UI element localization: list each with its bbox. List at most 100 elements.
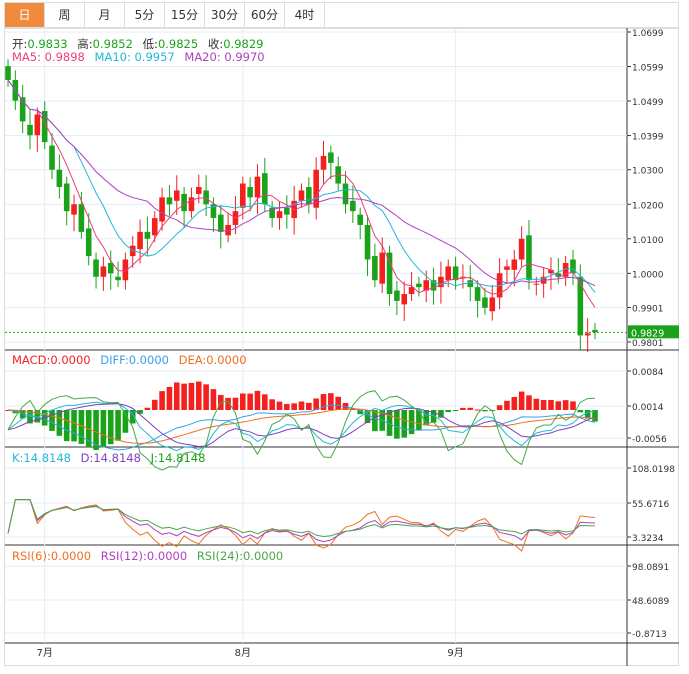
- candle-body: [71, 204, 77, 215]
- tab-4时[interactable]: 4时: [285, 3, 325, 27]
- macd-bar: [63, 410, 70, 442]
- candle-body: [533, 283, 540, 285]
- macd-bar: [430, 410, 437, 423]
- candle-body: [518, 238, 525, 260]
- price-tick-label: 1.0300: [632, 167, 664, 177]
- macd-bar: [577, 410, 584, 413]
- macd-bar: [195, 381, 202, 410]
- candle-body: [49, 145, 55, 170]
- macd-bar: [137, 410, 143, 414]
- macd-bar: [34, 410, 41, 423]
- diff-value: DIFF:0.0000: [100, 353, 169, 367]
- macd-bar: [504, 400, 510, 410]
- macd-bar: [19, 410, 26, 419]
- macd-bar: [93, 410, 99, 450]
- high-label: 高:: [77, 37, 93, 51]
- macd-bar: [562, 400, 569, 410]
- candle-body: [357, 214, 363, 225]
- open-label: 开:: [12, 37, 28, 51]
- candle-body: [166, 197, 173, 205]
- candle-body: [460, 276, 466, 278]
- macd-bar: [570, 401, 576, 410]
- price-tick-label: 0.9901: [632, 304, 664, 314]
- low-label: 低:: [142, 37, 158, 51]
- candle-body: [350, 200, 356, 212]
- tab-60分[interactable]: 60分: [245, 3, 285, 27]
- macd-bar: [144, 407, 151, 410]
- candle-body: [262, 173, 268, 205]
- tab-月[interactable]: 月: [85, 3, 125, 27]
- macd-bar: [100, 410, 107, 448]
- candle-body: [423, 280, 430, 291]
- candle-body: [328, 152, 334, 163]
- macd-bar: [364, 410, 371, 424]
- macd-bar: [533, 398, 540, 410]
- tab-周[interactable]: 周: [45, 3, 85, 27]
- candle-body: [584, 333, 591, 336]
- candle-body: [269, 207, 275, 219]
- k-line: [7, 401, 596, 452]
- candle-body: [592, 329, 598, 333]
- candle-body: [19, 97, 26, 122]
- rsi6-value: RSI(6):0.0000: [12, 549, 92, 563]
- macd-bar: [445, 410, 452, 413]
- kdj-tick-label: 55.6716: [632, 500, 669, 510]
- candle-body: [467, 280, 474, 288]
- macd-bar: [386, 410, 393, 436]
- macd-bar: [452, 410, 459, 411]
- macd-bar: [173, 382, 180, 410]
- chart-frame: [4, 28, 679, 666]
- macd-tick-label: 0.0014: [632, 403, 664, 413]
- macd-bar: [467, 407, 474, 410]
- candle-body: [452, 266, 459, 281]
- macd-bar: [298, 401, 305, 410]
- candle-body: [56, 169, 63, 187]
- candle-body: [210, 204, 217, 219]
- macd-bar: [276, 401, 283, 410]
- last-price-badge: [628, 325, 679, 339]
- macd-bar: [335, 396, 341, 410]
- ma20-line: [7, 79, 596, 287]
- macd-bar: [320, 394, 327, 410]
- tab-日[interactable]: 日: [5, 3, 45, 27]
- period-tabs: 日周月 5分 15分 30分 60分 4时: [4, 2, 679, 28]
- price-tick-label: 1.0499: [632, 98, 664, 108]
- macd-tick-label: 0.0084: [632, 368, 664, 378]
- candle-body: [144, 231, 151, 239]
- macd-bar: [291, 403, 297, 410]
- price-tick-label: 1.0000: [632, 270, 664, 280]
- candle-body: [313, 169, 319, 208]
- candle-body: [151, 218, 158, 236]
- rsi-tick-label: -0.8713: [632, 630, 667, 640]
- macd-bar: [401, 410, 408, 438]
- price-tick-label: 1.0399: [632, 133, 664, 143]
- tab-30分[interactable]: 30分: [205, 3, 245, 27]
- rsi24-line: [7, 499, 596, 538]
- kdj-legend: K:14.8148 D:14.8148 J:14.8148: [12, 451, 211, 465]
- j-value: J:14.8148: [150, 451, 206, 465]
- macd-bar: [203, 384, 209, 410]
- candle-body: [276, 211, 283, 219]
- close-label: 收:: [207, 37, 224, 51]
- price-tick-label: 0.9801: [632, 339, 664, 349]
- macd-bar: [548, 399, 554, 410]
- tab-15分[interactable]: 15分: [165, 3, 205, 27]
- candle-body: [240, 183, 246, 208]
- candle-body: [34, 114, 41, 136]
- macd-bar: [240, 393, 246, 410]
- candle-body: [430, 280, 437, 291]
- candle-body: [85, 228, 92, 257]
- macd-bar: [78, 410, 85, 444]
- macd-bar: [129, 410, 136, 424]
- candle-body: [438, 276, 444, 288]
- macd-bar: [540, 400, 547, 410]
- macd-bar: [247, 393, 253, 410]
- d-value: D:14.8148: [80, 451, 141, 465]
- candle-body: [100, 266, 107, 277]
- macd-bar: [511, 396, 518, 410]
- macd-bar: [210, 389, 217, 410]
- candle-body: [408, 287, 415, 295]
- tab-5分[interactable]: 5分: [125, 3, 165, 27]
- rsi-tick-label: 48.6089: [632, 597, 669, 607]
